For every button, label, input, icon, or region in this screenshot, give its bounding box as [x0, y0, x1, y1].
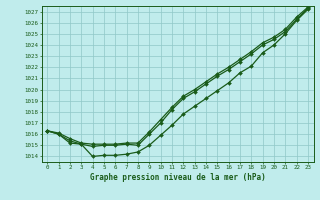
X-axis label: Graphe pression niveau de la mer (hPa): Graphe pression niveau de la mer (hPa) [90, 173, 266, 182]
